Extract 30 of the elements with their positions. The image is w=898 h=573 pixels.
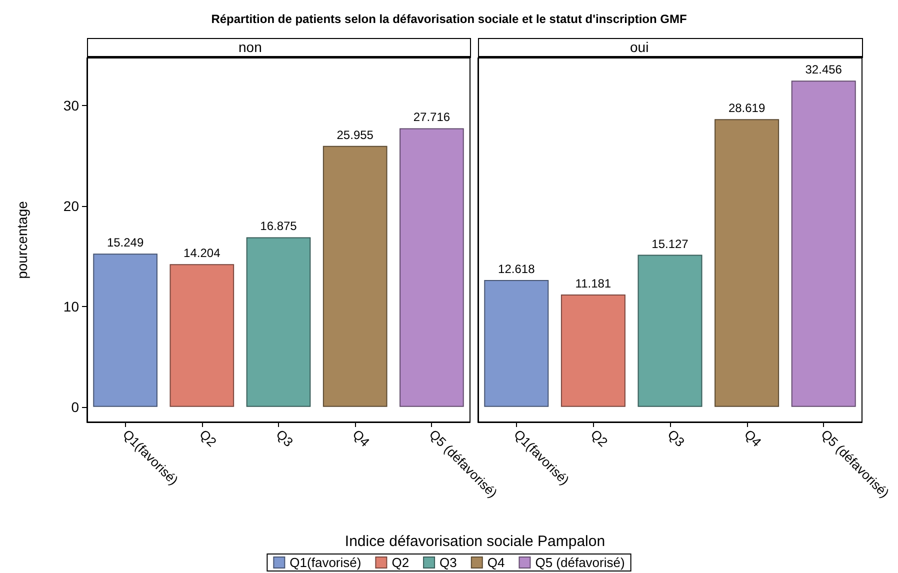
data-label: 32.456 xyxy=(805,62,842,77)
legend-label: Q1(favorisé) xyxy=(290,555,362,570)
data-label: 16.875 xyxy=(260,219,298,234)
data-label: 27.716 xyxy=(413,110,450,124)
x-tick-label: Q3 xyxy=(664,426,688,450)
data-label: 11.181 xyxy=(575,276,612,290)
y-axis-title: pourcentage xyxy=(14,200,30,279)
chart-subtitle: non xyxy=(238,39,262,55)
y-tick-label: 20 xyxy=(63,198,80,214)
data-label: 25.955 xyxy=(336,128,374,142)
data-label: 12.618 xyxy=(498,262,536,276)
data-label: 14.204 xyxy=(184,246,221,260)
legend-label: Q3 xyxy=(440,555,457,570)
data-label: 15.127 xyxy=(652,236,689,251)
y-tick-label: 0 xyxy=(71,398,80,415)
x-axis-title: Indice défavorisation sociale Pampalon xyxy=(344,533,606,550)
legend-label: Q4 xyxy=(487,555,505,570)
x-tick-label: Q4 xyxy=(350,426,373,450)
legend-label: Q5 (défavorisé) xyxy=(535,555,625,570)
x-tick-label: Q2 xyxy=(196,426,220,450)
data-label: 15.249 xyxy=(106,236,144,250)
data-label: 28.619 xyxy=(728,101,766,116)
y-tick-label: 30 xyxy=(63,97,80,114)
x-tick-label: Q4 xyxy=(741,426,764,450)
chart-subtitle: oui xyxy=(630,39,649,55)
x-tick-label: Q3 xyxy=(273,426,296,450)
x-tick-label: Q2 xyxy=(588,426,611,450)
y-tick-label: 10 xyxy=(63,298,80,314)
legend-label: Q2 xyxy=(392,555,410,570)
chart-title: Répartition de patients selon la défavorisation sociale et le statut d'inscription GMF xyxy=(211,12,687,26)
